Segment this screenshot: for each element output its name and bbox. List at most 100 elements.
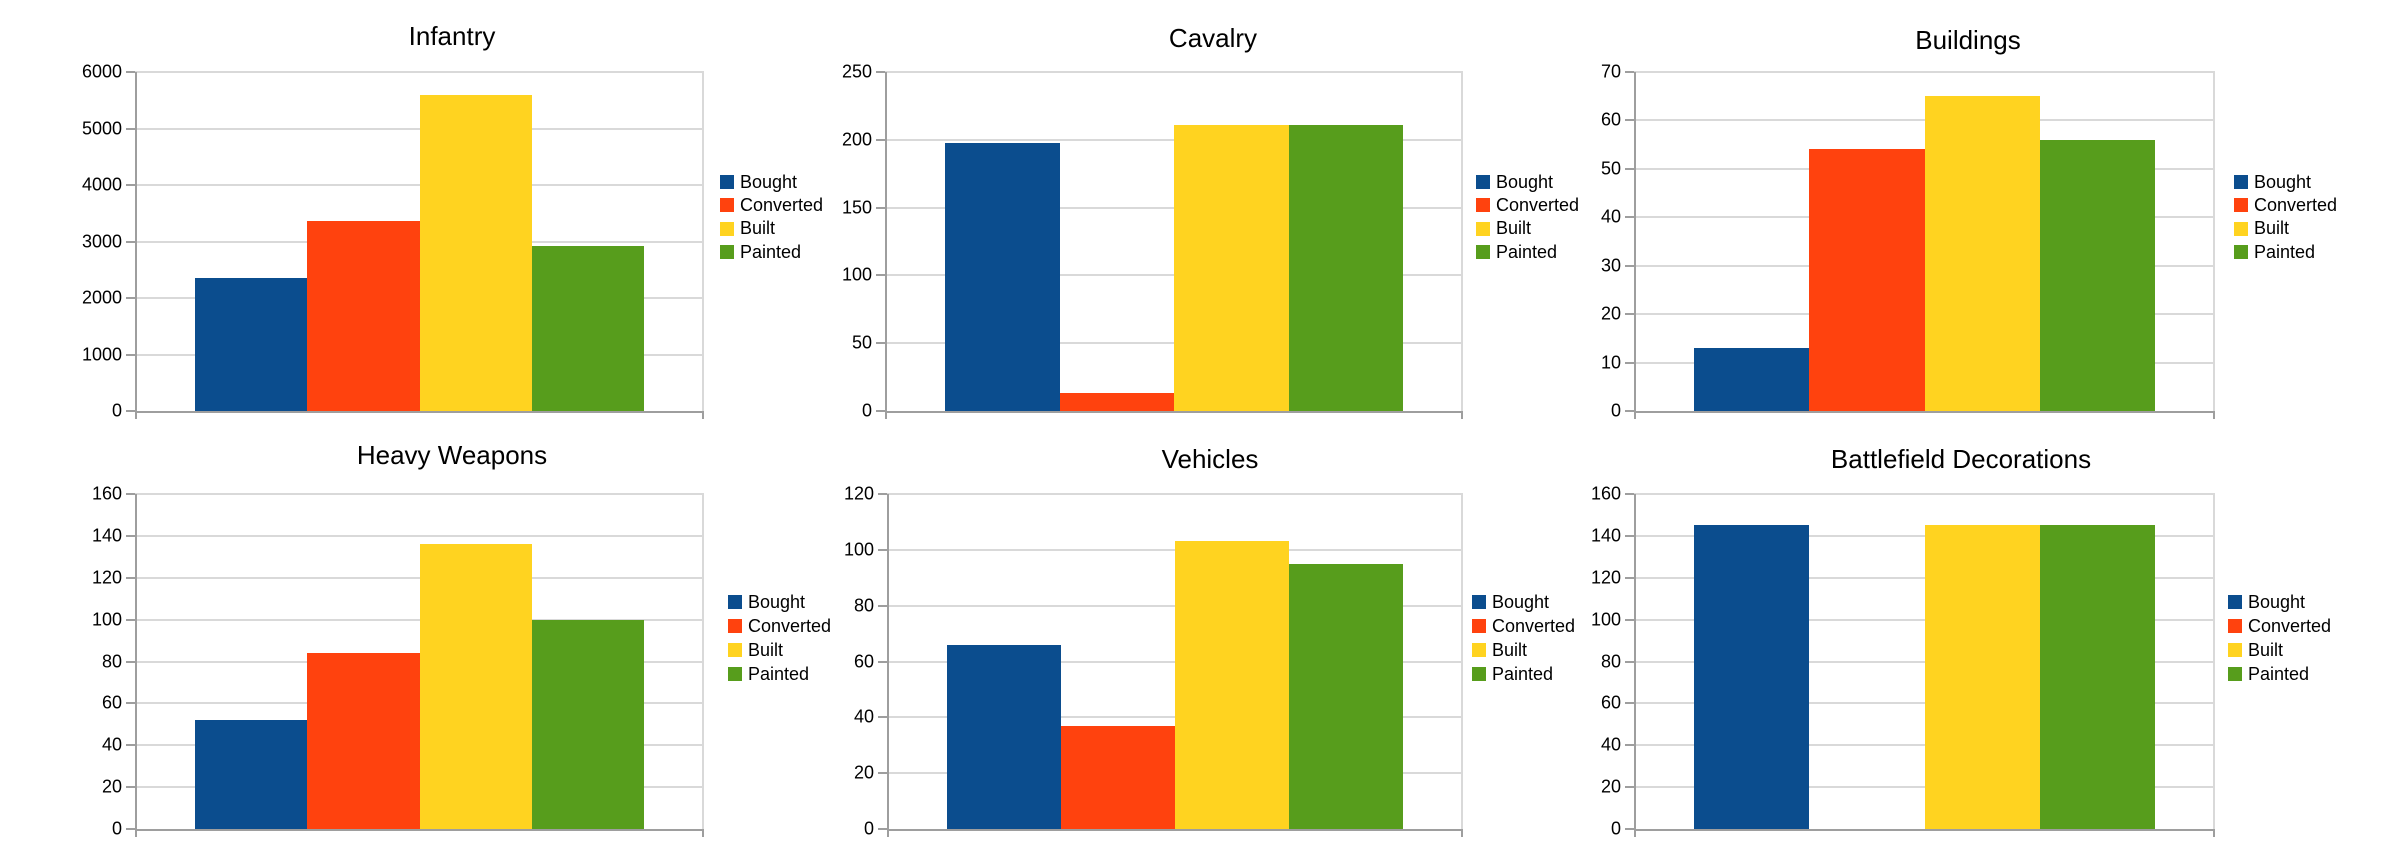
x-axis-tick	[2213, 829, 2215, 837]
gridline	[1634, 493, 2215, 495]
y-axis-tick	[1625, 216, 1634, 219]
plot-right-border	[702, 72, 704, 411]
y-axis-tick	[878, 828, 887, 830]
built-color-swatch	[1476, 221, 1490, 236]
converted-color-swatch	[728, 619, 742, 633]
y-axis-tick	[1625, 660, 1634, 663]
legend-label: Painted	[740, 241, 802, 262]
y-axis-label: 0	[111, 400, 122, 421]
y-axis-tick	[1625, 167, 1634, 170]
painted-color-swatch	[1476, 245, 1490, 260]
y-axis-tick	[126, 410, 135, 412]
y-axis-tick	[126, 786, 135, 789]
y-axis-tick	[878, 660, 887, 663]
legend-label: Built	[2248, 639, 2284, 660]
legend-label: Converted	[740, 194, 824, 215]
legend-label: Built	[1496, 218, 1532, 239]
plot-right-border	[1461, 494, 1463, 829]
legend-label: Painted	[1492, 663, 1554, 684]
legend-item-bought: Bought	[2234, 171, 2311, 194]
legend-item-bought: Bought	[1476, 171, 1553, 194]
x-axis-tick	[887, 829, 889, 837]
y-axis-line	[885, 72, 887, 413]
y-axis-label: 60	[1600, 692, 1621, 713]
x-axis-tick	[702, 411, 704, 419]
legend-label: Bought	[2248, 591, 2306, 612]
y-axis-line	[1634, 72, 1636, 413]
bought-color-swatch	[2234, 175, 2248, 189]
y-axis-label: 150	[841, 197, 872, 218]
x-axis-line	[1634, 411, 2215, 413]
y-axis-label: 70	[1600, 61, 1621, 82]
y-axis-tick	[876, 206, 885, 209]
bar-built	[419, 95, 532, 411]
y-axis-tick	[1625, 313, 1634, 316]
y-axis-line	[135, 494, 137, 831]
y-axis-label: 10	[1600, 352, 1621, 373]
legend-label: Bought	[748, 591, 806, 612]
x-axis-tick	[1634, 411, 1636, 419]
legend-item-painted: Painted	[2228, 663, 2309, 686]
legend-label: Built	[1492, 639, 1528, 660]
y-axis-label: 4000	[81, 174, 122, 195]
y-axis-tick	[1625, 119, 1634, 122]
x-axis-line	[135, 411, 704, 413]
legend-label: Converted	[2254, 194, 2338, 215]
x-axis-tick	[1634, 829, 1636, 837]
y-axis-label: 60	[1600, 109, 1621, 130]
y-axis-label: 160	[1590, 483, 1621, 504]
y-axis-tick	[1625, 534, 1634, 537]
y-axis-line	[887, 494, 889, 831]
y-axis-tick	[878, 493, 887, 495]
y-axis-tick	[126, 744, 135, 747]
y-axis-label: 100	[841, 264, 872, 285]
y-axis-label: 60	[101, 692, 122, 713]
x-axis-tick	[702, 829, 704, 837]
y-axis-tick	[126, 297, 135, 299]
y-axis-label: 100	[91, 609, 122, 630]
legend-label: Bought	[2254, 171, 2312, 192]
y-axis-tick	[126, 184, 135, 186]
x-axis-tick	[1461, 411, 1463, 419]
y-axis-label: 0	[111, 818, 122, 839]
y-axis-label: 20	[101, 776, 122, 797]
built-color-swatch	[1472, 643, 1486, 657]
y-axis-label: 30	[1600, 255, 1621, 276]
y-axis-tick	[126, 702, 135, 705]
y-axis-tick	[126, 660, 135, 663]
bought-color-swatch	[720, 175, 734, 189]
legend-label: Painted	[2254, 241, 2316, 262]
bar-bought	[1694, 525, 1810, 829]
y-axis-tick	[876, 138, 885, 141]
y-axis-tick	[126, 576, 135, 579]
y-axis-label: 120	[1590, 567, 1621, 588]
bought-color-swatch	[1476, 175, 1490, 189]
bought-color-swatch	[2228, 595, 2242, 609]
y-axis-tick	[1625, 493, 1634, 495]
built-color-swatch	[720, 221, 734, 236]
y-axis-tick	[126, 534, 135, 537]
y-axis-label: 20	[1600, 303, 1621, 324]
x-axis-tick	[1461, 829, 1463, 837]
bar-converted	[1061, 725, 1175, 829]
y-axis-line	[1634, 494, 1636, 831]
y-axis-tick	[1625, 361, 1634, 364]
painted-color-swatch	[728, 667, 742, 681]
converted-color-swatch	[720, 198, 734, 213]
y-axis-label: 50	[1600, 158, 1621, 179]
legend-item-converted: Converted	[728, 615, 831, 638]
legend-item-built: Built	[1472, 639, 1527, 662]
bought-color-swatch	[728, 595, 742, 609]
painted-color-swatch	[720, 245, 734, 260]
y-axis-tick	[878, 716, 887, 719]
y-axis-label: 1000	[81, 344, 122, 364]
legend-item-built: Built	[720, 217, 775, 240]
bar-painted	[531, 246, 644, 411]
legend-label: Painted	[2248, 663, 2310, 684]
legend-item-converted: Converted	[1472, 615, 1575, 638]
converted-color-swatch	[1476, 198, 1490, 213]
